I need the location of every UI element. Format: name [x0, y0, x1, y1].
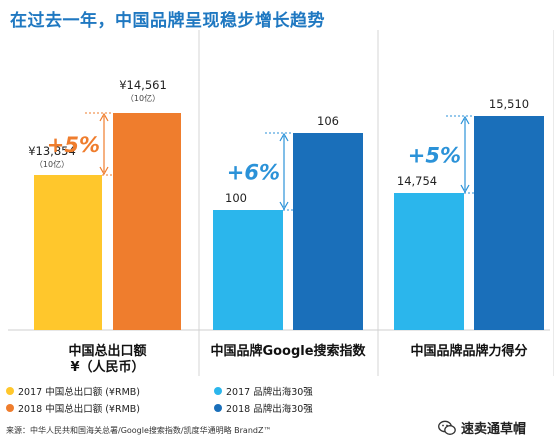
- bar: [293, 133, 363, 330]
- category-label: 中国品牌品牌力得分: [410, 343, 527, 359]
- legend-swatch: [214, 404, 222, 412]
- growth-label: +5%: [47, 133, 100, 157]
- data-label: 14,754: [397, 174, 437, 188]
- legend-item-2017-brands: 2017 品牌出海30强: [214, 384, 313, 398]
- category-label: ¥（人民币）: [70, 359, 144, 375]
- bar: [474, 116, 544, 330]
- data-label-unit: （10亿）: [35, 159, 69, 169]
- legend-label: 2018 品牌出海30强: [226, 404, 313, 415]
- growth-label: +5%: [408, 144, 461, 168]
- data-label: ¥14,561: [119, 78, 167, 92]
- growth-label: +6%: [227, 161, 280, 185]
- legend-swatch: [214, 387, 222, 395]
- data-label-unit: （10亿）: [126, 93, 160, 103]
- legend-label: 2018 中国总出口额 (¥RMB): [18, 404, 140, 415]
- growth-arrowhead: [460, 115, 470, 125]
- growth-arrowhead: [99, 166, 109, 176]
- bar: [34, 175, 102, 330]
- data-label: 106: [317, 114, 339, 128]
- bar: [113, 113, 181, 330]
- legend-swatch: [6, 387, 14, 395]
- data-label: ¥13,854: [28, 144, 76, 158]
- wechat-icon: [438, 420, 456, 435]
- bar: [213, 210, 283, 330]
- watermark: 速卖通草帽: [438, 418, 526, 437]
- growth-arrowhead: [460, 184, 470, 194]
- chart-title: 在过去一年，中国品牌呈现稳步增长趋势: [10, 11, 325, 31]
- legend-item-2018-brands: 2018 品牌出海30强: [214, 401, 313, 415]
- data-label: 100: [225, 191, 247, 205]
- legend-item-2017-export: 2017 中国总出口额 (¥RMB): [6, 384, 140, 398]
- source-note: 来源：中华人民共和国海关总署/Google搜索指数/凯度华通明略 BrandZ™: [6, 426, 272, 435]
- watermark-text: 速卖通草帽: [461, 422, 527, 437]
- bar: [394, 193, 464, 330]
- legend-label: 2017 中国总出口额 (¥RMB): [18, 387, 140, 398]
- growth-arrowhead: [279, 201, 289, 211]
- category-label: 中国品牌Google搜索指数: [210, 343, 366, 359]
- data-label: 15,510: [489, 97, 529, 111]
- growth-arrowhead: [99, 112, 109, 122]
- category-label: 中国总出口额: [68, 343, 146, 359]
- legend-swatch: [6, 404, 14, 412]
- growth-arrowhead: [279, 132, 289, 142]
- legend-label: 2017 品牌出海30强: [226, 387, 313, 398]
- legend-item-2018-export: 2018 中国总出口额 (¥RMB): [6, 401, 140, 415]
